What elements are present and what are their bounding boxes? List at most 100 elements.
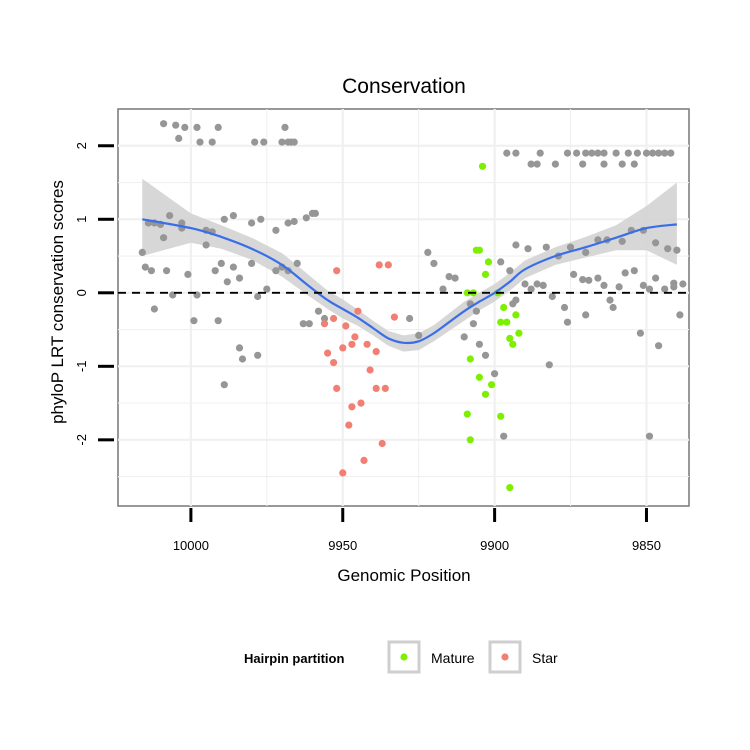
point-other bbox=[533, 280, 541, 288]
point-star bbox=[342, 322, 350, 330]
point-other bbox=[545, 361, 553, 369]
point-other bbox=[251, 138, 259, 146]
point-other bbox=[624, 149, 632, 157]
point-other bbox=[512, 296, 520, 304]
point-other bbox=[600, 281, 608, 289]
point-other bbox=[460, 333, 468, 341]
point-other bbox=[527, 285, 535, 293]
point-other bbox=[560, 303, 569, 312]
point-other bbox=[138, 248, 146, 256]
y-tick-label: -1 bbox=[74, 361, 89, 373]
point-other bbox=[573, 149, 581, 157]
point-star bbox=[345, 421, 353, 429]
point-other bbox=[655, 149, 663, 157]
point-other bbox=[667, 149, 675, 157]
point-other bbox=[217, 259, 225, 267]
legend-label-mature: Mature bbox=[431, 650, 475, 666]
point-star bbox=[339, 344, 347, 352]
point-other bbox=[664, 245, 672, 253]
point-other bbox=[670, 279, 678, 287]
point-other bbox=[609, 303, 617, 312]
point-other bbox=[542, 243, 550, 251]
point-other bbox=[202, 241, 210, 249]
point-other bbox=[600, 149, 608, 157]
chart-title: Conservation bbox=[342, 75, 466, 98]
point-mature bbox=[475, 373, 483, 381]
point-other bbox=[415, 331, 423, 339]
point-other bbox=[472, 307, 480, 315]
point-other bbox=[636, 329, 645, 337]
point-other bbox=[220, 215, 228, 223]
point-mature bbox=[488, 381, 496, 389]
point-other bbox=[497, 258, 505, 266]
point-other bbox=[424, 248, 432, 256]
point-star bbox=[330, 359, 338, 367]
y-axis-label: phyloP LRT conservation scores bbox=[48, 180, 67, 424]
point-other bbox=[299, 320, 307, 328]
point-mature bbox=[503, 318, 511, 326]
grid-lines bbox=[118, 109, 689, 506]
x-axis-label: Genomic Position bbox=[337, 566, 470, 585]
point-other bbox=[600, 160, 608, 168]
point-other bbox=[305, 320, 313, 328]
x-axis: 10000 9950 9900 9850 bbox=[173, 508, 661, 553]
point-other bbox=[439, 285, 447, 293]
y-tick-label: 2 bbox=[74, 142, 89, 149]
point-other bbox=[260, 138, 268, 146]
point-other bbox=[181, 123, 189, 131]
point-mature bbox=[478, 162, 487, 170]
point-other bbox=[248, 219, 256, 227]
point-star bbox=[351, 333, 359, 341]
point-other bbox=[630, 267, 638, 275]
point-other bbox=[184, 270, 192, 278]
point-star bbox=[381, 384, 389, 392]
point-mature bbox=[481, 270, 490, 278]
point-other bbox=[166, 212, 174, 220]
point-other bbox=[469, 320, 477, 328]
legend-swatch-star bbox=[501, 653, 509, 661]
point-other bbox=[539, 281, 547, 289]
point-mature bbox=[506, 484, 514, 492]
point-star bbox=[354, 307, 362, 315]
point-star bbox=[384, 261, 392, 269]
point-star bbox=[357, 399, 365, 407]
point-other bbox=[524, 245, 532, 253]
point-other bbox=[214, 123, 222, 131]
point-other bbox=[175, 134, 183, 142]
point-other bbox=[430, 259, 438, 267]
point-other bbox=[582, 248, 590, 256]
point-other bbox=[223, 278, 231, 286]
point-other bbox=[652, 274, 660, 282]
point-other bbox=[527, 160, 535, 168]
legend-entries: Mature Star bbox=[387, 640, 558, 674]
point-other bbox=[582, 311, 590, 319]
point-other bbox=[661, 149, 669, 157]
point-star bbox=[372, 348, 380, 356]
point-other bbox=[500, 432, 508, 440]
point-star bbox=[363, 340, 371, 348]
data-points-layer bbox=[138, 120, 687, 492]
point-star bbox=[333, 384, 341, 392]
point-other bbox=[630, 160, 638, 168]
point-other bbox=[150, 305, 158, 313]
point-star bbox=[320, 320, 329, 328]
point-other bbox=[278, 138, 286, 146]
point-other bbox=[582, 149, 590, 157]
point-other bbox=[160, 234, 168, 242]
point-star bbox=[366, 366, 374, 374]
point-other bbox=[290, 138, 298, 146]
plot-panel bbox=[117, 108, 690, 507]
point-other bbox=[320, 314, 329, 323]
point-other bbox=[649, 149, 657, 157]
point-other bbox=[263, 285, 271, 293]
point-other bbox=[302, 214, 310, 222]
point-other bbox=[536, 149, 544, 157]
point-mature bbox=[466, 355, 474, 363]
point-other bbox=[257, 215, 265, 223]
point-other bbox=[235, 344, 244, 352]
legend-swatch-mature bbox=[400, 653, 408, 661]
point-other bbox=[533, 160, 541, 168]
point-other bbox=[579, 276, 587, 284]
point-other bbox=[147, 267, 155, 275]
